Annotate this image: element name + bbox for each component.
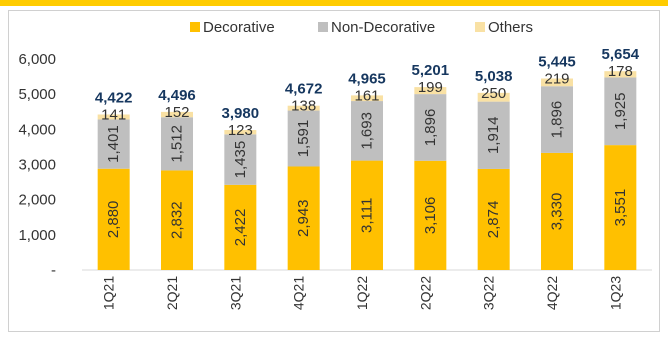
x-tick-label: 4Q22	[544, 276, 560, 310]
data-label-non-decorative: 1,896	[549, 101, 566, 139]
accent-bar	[0, 0, 668, 6]
x-tick-label: 1Q23	[607, 276, 623, 310]
legend-swatch-others	[475, 22, 485, 32]
y-tick-label: 3,000	[18, 157, 56, 174]
data-label-non-decorative: 1,896	[422, 109, 439, 147]
bar-segment-decorative	[414, 160, 447, 270]
bar-segment-non-decorative	[351, 101, 383, 161]
data-label-others: 178	[608, 63, 633, 80]
bar-segment-others	[541, 78, 573, 87]
bar-segment-others	[604, 71, 637, 78]
bar-segment-non-decorative	[477, 101, 510, 169]
data-label-others: 199	[418, 79, 443, 96]
bar-segment-others	[414, 87, 447, 95]
bar-segment-decorative	[604, 145, 637, 270]
legend-label-decorative: Decorative	[203, 19, 275, 36]
data-label-decorative: 2,880	[105, 201, 122, 239]
bar-segment-non-decorative	[287, 110, 320, 167]
data-label-decorative: 3,111	[359, 198, 376, 233]
data-label-decorative: 3,106	[422, 197, 439, 235]
total-label: 4,672	[285, 81, 323, 98]
data-label-non-decorative: 1,925	[612, 93, 629, 131]
bar-segment-others	[477, 92, 510, 102]
y-tick-label: -	[51, 262, 56, 279]
bar-segment-decorative	[351, 160, 383, 270]
bar-segment-non-decorative	[541, 86, 573, 153]
bar-segment-others	[287, 105, 320, 111]
total-label: 5,038	[475, 68, 513, 85]
data-label-non-decorative: 1,693	[359, 112, 376, 150]
y-tick-label: 5,000	[18, 86, 56, 103]
data-label-others: 141	[101, 106, 126, 123]
x-tick-label: 2Q22	[417, 276, 433, 310]
x-tick-label: 3Q22	[481, 276, 497, 310]
bar-segment-non-decorative	[161, 117, 193, 171]
total-label: 4,422	[95, 89, 133, 106]
total-label: 4,496	[158, 87, 196, 104]
data-label-others: 123	[228, 122, 253, 139]
bar-segment-decorative	[541, 152, 573, 270]
total-label: 3,980	[222, 105, 260, 122]
data-label-non-decorative: 1,591	[295, 120, 312, 158]
x-tick-label: 1Q22	[354, 276, 370, 310]
data-label-non-decorative: 1,914	[485, 117, 502, 155]
data-label-non-decorative: 1,435	[232, 141, 249, 179]
y-tick-label: 2,000	[18, 192, 56, 209]
y-tick-label: 4,000	[18, 121, 56, 138]
data-label-others: 250	[481, 85, 506, 102]
legend-label-others: Others	[488, 19, 533, 36]
total-label: 4,965	[348, 70, 386, 87]
bar-segment-decorative	[161, 170, 193, 270]
data-label-non-decorative: 1,401	[105, 125, 122, 163]
data-label-decorative: 3,330	[549, 193, 566, 231]
data-label-others: 161	[354, 87, 379, 104]
x-tick-label: 2Q21	[164, 276, 180, 310]
total-label: 5,654	[602, 46, 640, 63]
x-tick-label: 3Q21	[227, 276, 243, 310]
bar-segment-decorative	[97, 168, 130, 270]
bar-segment-non-decorative	[604, 77, 637, 146]
data-label-decorative: 2,943	[295, 199, 312, 237]
data-label-decorative: 3,551	[612, 189, 629, 227]
bar-segment-others	[351, 95, 383, 102]
data-label-decorative: 2,832	[169, 201, 186, 239]
bar-segment-non-decorative	[414, 94, 447, 161]
y-tick-label: 6,000	[18, 51, 56, 68]
legend-swatch-decorative	[190, 22, 200, 32]
bar-segment-others	[224, 130, 257, 135]
bar-segment-non-decorative	[224, 134, 257, 185]
data-label-others: 138	[291, 98, 316, 115]
data-label-decorative: 2,874	[485, 201, 502, 239]
x-tick-label: 1Q21	[101, 276, 117, 310]
bar-segment-others	[97, 114, 130, 120]
total-label: 5,201	[412, 62, 450, 79]
y-tick-label: 1,000	[18, 227, 56, 244]
bar-segment-non-decorative	[97, 119, 130, 169]
data-label-others: 219	[544, 71, 569, 88]
data-label-others: 152	[164, 104, 189, 121]
legend-swatch-non-decorative	[318, 22, 328, 32]
x-tick-label: 4Q21	[291, 276, 307, 310]
bar-segment-decorative	[477, 168, 510, 270]
bar-segment-decorative	[224, 184, 257, 270]
bar-segment-decorative	[287, 166, 320, 270]
chart-frame	[8, 10, 660, 332]
total-label: 5,445	[538, 54, 576, 71]
data-label-decorative: 2,422	[232, 209, 249, 247]
legend-label-non-decorative: Non-Decorative	[331, 19, 435, 36]
bar-segment-others	[161, 111, 193, 118]
data-label-non-decorative: 1,512	[169, 125, 186, 163]
